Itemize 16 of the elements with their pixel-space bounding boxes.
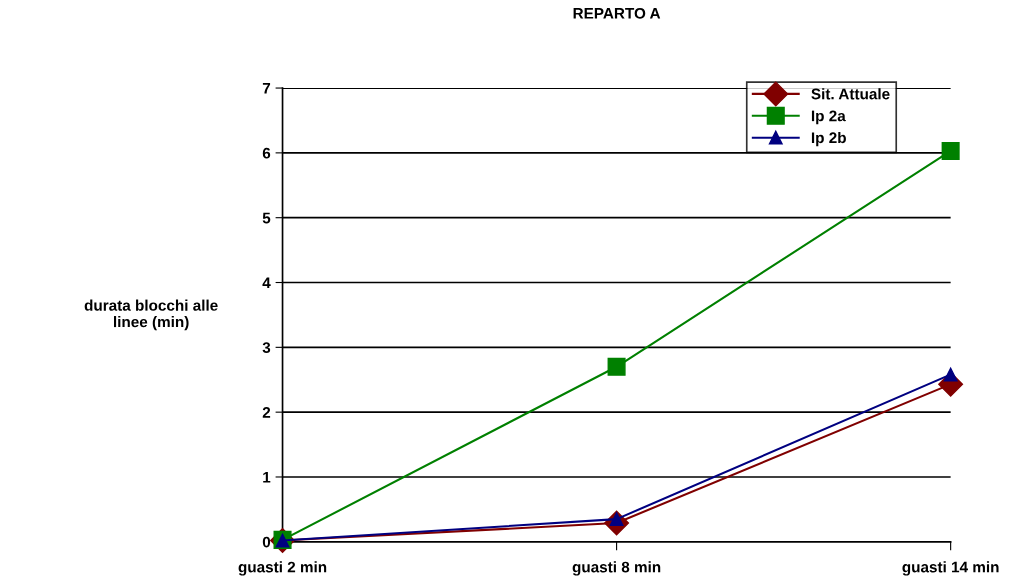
chart-title: REPARTO A: [573, 7, 661, 19]
y-axis-title: durata blocchi alle linee (min): [84, 299, 218, 331]
y-tick-label: 4: [262, 277, 271, 289]
y-tick-label: 2: [262, 407, 271, 418]
legend-label: Ip 2b: [811, 131, 846, 147]
x-tick-label: guasti 2 min: [238, 561, 327, 576]
y-tick-label: 1: [263, 472, 271, 483]
y-tick-label: 3: [262, 342, 271, 354]
legend-label: Ip 2a: [811, 110, 846, 125]
y-tick-label: 6: [262, 147, 271, 159]
y-tick-label: 7: [262, 83, 271, 94]
y-tick-label: 5: [262, 212, 271, 224]
y-tick-label: 0: [262, 536, 271, 548]
x-tick-label: guasti 8 min: [572, 561, 661, 576]
x-tick-label: guasti 14 min: [902, 561, 999, 576]
legend-label: Sit. Attuale: [811, 88, 890, 100]
